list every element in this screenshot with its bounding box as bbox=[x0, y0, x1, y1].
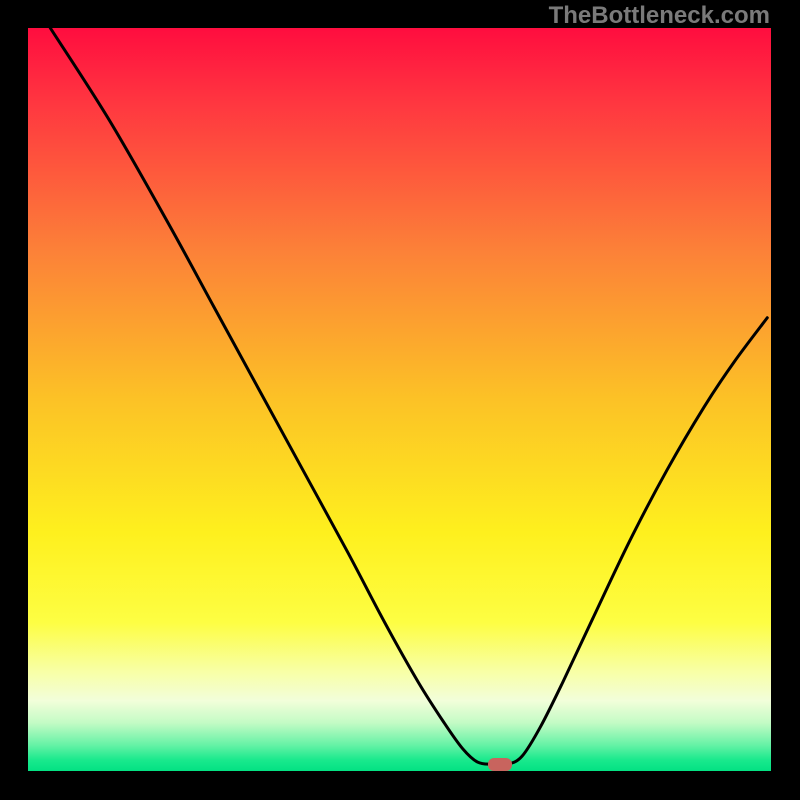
watermark-text: TheBottleneck.com bbox=[549, 2, 770, 30]
bottleneck-curve bbox=[28, 28, 771, 771]
optimum-marker bbox=[488, 758, 512, 771]
plot-area bbox=[28, 28, 771, 771]
